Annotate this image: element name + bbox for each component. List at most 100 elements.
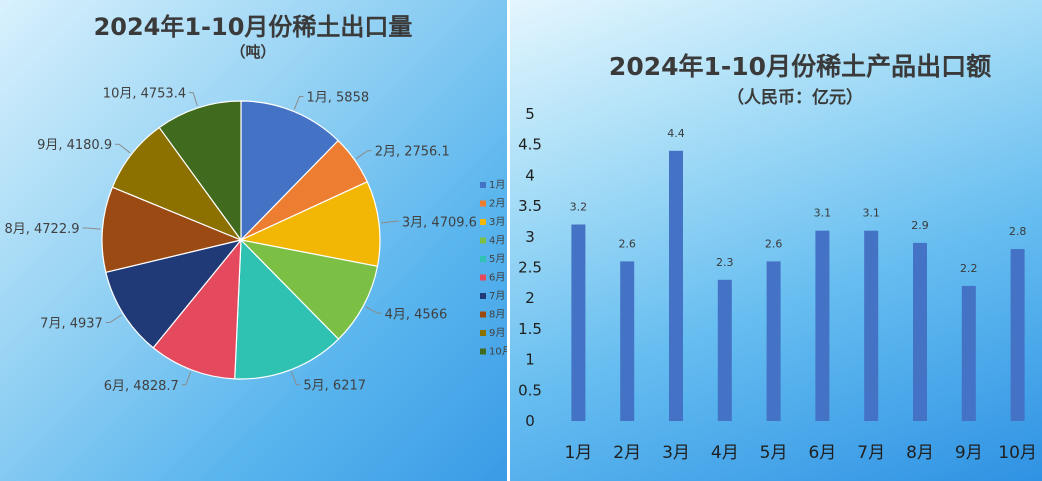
- bar-8: [913, 242, 927, 421]
- pie-legend-swatch-7: [480, 293, 486, 299]
- pie-slices: [101, 100, 381, 380]
- pie-legend-label-9: 9月: [489, 327, 505, 339]
- pie-legend-label-2: 2月: [489, 198, 505, 210]
- bar-chart-title: 2024年1-10月份稀土产品出口额: [609, 52, 991, 81]
- bar-x-tick-6: 6月: [808, 443, 836, 463]
- pie-legend-swatch-1: [480, 182, 486, 188]
- bar-3: [669, 150, 683, 422]
- bar-x-tick-7: 7月: [857, 443, 885, 463]
- pie-legend-swatch-5: [480, 256, 486, 262]
- pie-leader-line-10: [189, 92, 198, 107]
- pie-leader-line-1: [293, 96, 304, 110]
- bar-data-label-2: 2.6: [618, 237, 636, 250]
- pie-data-label-9: 9月, 4180.9: [37, 138, 112, 153]
- pie-chart-title: 2024年1-10月份稀土出口量: [94, 13, 413, 41]
- bar-data-label-5: 2.6: [765, 237, 783, 250]
- pie-legend-label-7: 7月: [489, 290, 505, 302]
- pie-legend-label-8: 8月: [489, 309, 505, 321]
- bar-y-tick-9: 4.5: [518, 136, 542, 154]
- bar-y-tick-8: 4: [525, 166, 535, 184]
- bar-6: [815, 230, 830, 421]
- bar-x-axis: 1月 2月 3月 4月 5月 6月 7月 8月 9月 10月: [564, 443, 1036, 463]
- bar-x-tick-8: 8月: [906, 443, 934, 463]
- pie-data-label-6: 6月, 4828.7: [104, 379, 179, 394]
- pie-leader-line-2: [355, 150, 372, 160]
- bar-y-tick-2: 1: [525, 351, 535, 369]
- pie-slice-5: [234, 238, 340, 380]
- bar-data-label-10: 2.8: [1009, 225, 1027, 238]
- pie-chart-subtitle: （吨）: [230, 43, 275, 61]
- pie-slice-1: [240, 100, 340, 242]
- bar-x-tick-5: 5月: [760, 443, 788, 463]
- bar-2: [620, 261, 635, 421]
- bar-chart-panel: 2024年1-10月份稀土产品出口额 （人民币：亿元） 0 0.5 1 1.5 2 2.5…: [510, 0, 1042, 481]
- pie-legend-swatch-6: [480, 274, 486, 281]
- pie-slice-3: [239, 181, 381, 268]
- pie-leader-line-8: [82, 227, 101, 230]
- bar-x-tick-3: 3月: [662, 443, 690, 463]
- pie-data-label-1: 1月, 5858: [307, 91, 370, 106]
- bar-5: [766, 261, 781, 421]
- pie-legend-swatch-2: [480, 200, 486, 207]
- pie-legend-label-1: 1月: [489, 179, 505, 191]
- bar-x-tick-9: 9月: [955, 443, 983, 463]
- pie-leader-line-4: [365, 306, 382, 314]
- pie-data-label-10: 10月, 4753.4: [103, 87, 186, 102]
- bar-y-tick-5: 2.5: [518, 259, 542, 277]
- pie-slice-7: [105, 239, 243, 349]
- bar-data-label-8: 2.9: [911, 219, 929, 232]
- pie-chart: 2024年1-10月份稀土出口量 （吨） 1月, 5858 2月, 2756.1 3…: [4, 13, 507, 394]
- pie-legend-label-4: 4月: [489, 235, 505, 247]
- bar-y-tick-1: 0.5: [518, 381, 542, 399]
- pie-chart-panel: 2024年1-10月份稀土出口量 （吨） 1月, 5858 2月, 2756.1 3…: [0, 0, 507, 481]
- bar-x-tick-4: 4月: [711, 443, 739, 463]
- pie-legend-swatch-9: [480, 330, 486, 336]
- bar-9: [961, 285, 976, 421]
- pie-legend-swatch-10: [480, 348, 486, 355]
- pie-legend-swatch-4: [480, 237, 486, 244]
- pie-data-label-5: 5月, 6217: [303, 379, 366, 394]
- pie-legend-label-6: 6月: [489, 272, 505, 284]
- bar-x-tick-1: 1月: [564, 443, 592, 463]
- pie-legend-label-10: 10月: [489, 346, 507, 358]
- bar-y-tick-4: 2: [525, 289, 535, 307]
- pie-legend-swatch-8: [480, 311, 486, 318]
- bar-y-tick-0: 0: [525, 412, 535, 430]
- bar-data-label-1: 3.2: [570, 201, 588, 214]
- pie-slice-8: [101, 186, 243, 274]
- pie-slice-4: [239, 239, 379, 340]
- pie-leader-line-3: [380, 220, 399, 224]
- pie-data-label-4: 4月, 4566: [385, 307, 448, 322]
- bar-data-label-7: 3.1: [862, 207, 880, 220]
- bar-y-axis: 0 0.5 1 1.5 2 2.5 3 3.5 4 4.5 5: [518, 105, 542, 430]
- pie-data-label-8: 8月, 4722.9: [4, 222, 79, 237]
- pie-data-label-7: 7月, 4937: [40, 317, 103, 332]
- bar-y-tick-7: 3.5: [518, 197, 542, 215]
- bar-data-labels: 3.2 2.6 4.4 2.3 2.6 3.1 3.1 2.9 2.2 2.8: [570, 127, 1027, 275]
- pie-leader-line-5: [290, 371, 301, 386]
- pie-leader-line-9: [115, 143, 131, 154]
- pie-legend-label-3: 3月: [489, 216, 505, 228]
- pie-legend: 1月 2月 3月 4月 5月 6月 7月 8月 9月 10月: [480, 179, 507, 358]
- bar-chart: 2024年1-10月份稀土产品出口额 （人民币：亿元） 0 0.5 1 1.5 2 2.5…: [518, 52, 1037, 463]
- bar-y-tick-6: 3: [525, 228, 535, 246]
- bar-10: [1010, 249, 1025, 421]
- bar-x-tick-10: 10月: [998, 443, 1037, 463]
- pie-legend-swatch-3: [480, 219, 486, 225]
- bar-chart-subtitle: （人民币：亿元）: [727, 87, 863, 108]
- bar-series: [571, 150, 1025, 422]
- pie-data-labels: 1月, 5858 2月, 2756.1 3月, 4709.6 4月, 4566 5月, …: [4, 87, 476, 394]
- bar-data-label-6: 3.1: [814, 207, 832, 220]
- bar-data-label-9: 2.2: [960, 262, 978, 275]
- bar-1: [571, 224, 586, 421]
- bar-data-label-4: 2.3: [716, 256, 734, 269]
- pie-leader-line-6: [181, 371, 192, 386]
- pie-slice-6: [152, 238, 242, 380]
- pie-leader-line-7: [105, 314, 122, 323]
- pie-data-label-3: 3月, 4709.6: [402, 215, 477, 230]
- bar-4: [717, 279, 732, 421]
- pie-slice-10: [158, 100, 242, 242]
- bar-y-tick-10: 5: [525, 105, 535, 123]
- bar-7: [864, 230, 879, 421]
